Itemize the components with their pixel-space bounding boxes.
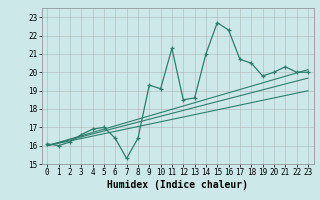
X-axis label: Humidex (Indice chaleur): Humidex (Indice chaleur) [107, 180, 248, 190]
